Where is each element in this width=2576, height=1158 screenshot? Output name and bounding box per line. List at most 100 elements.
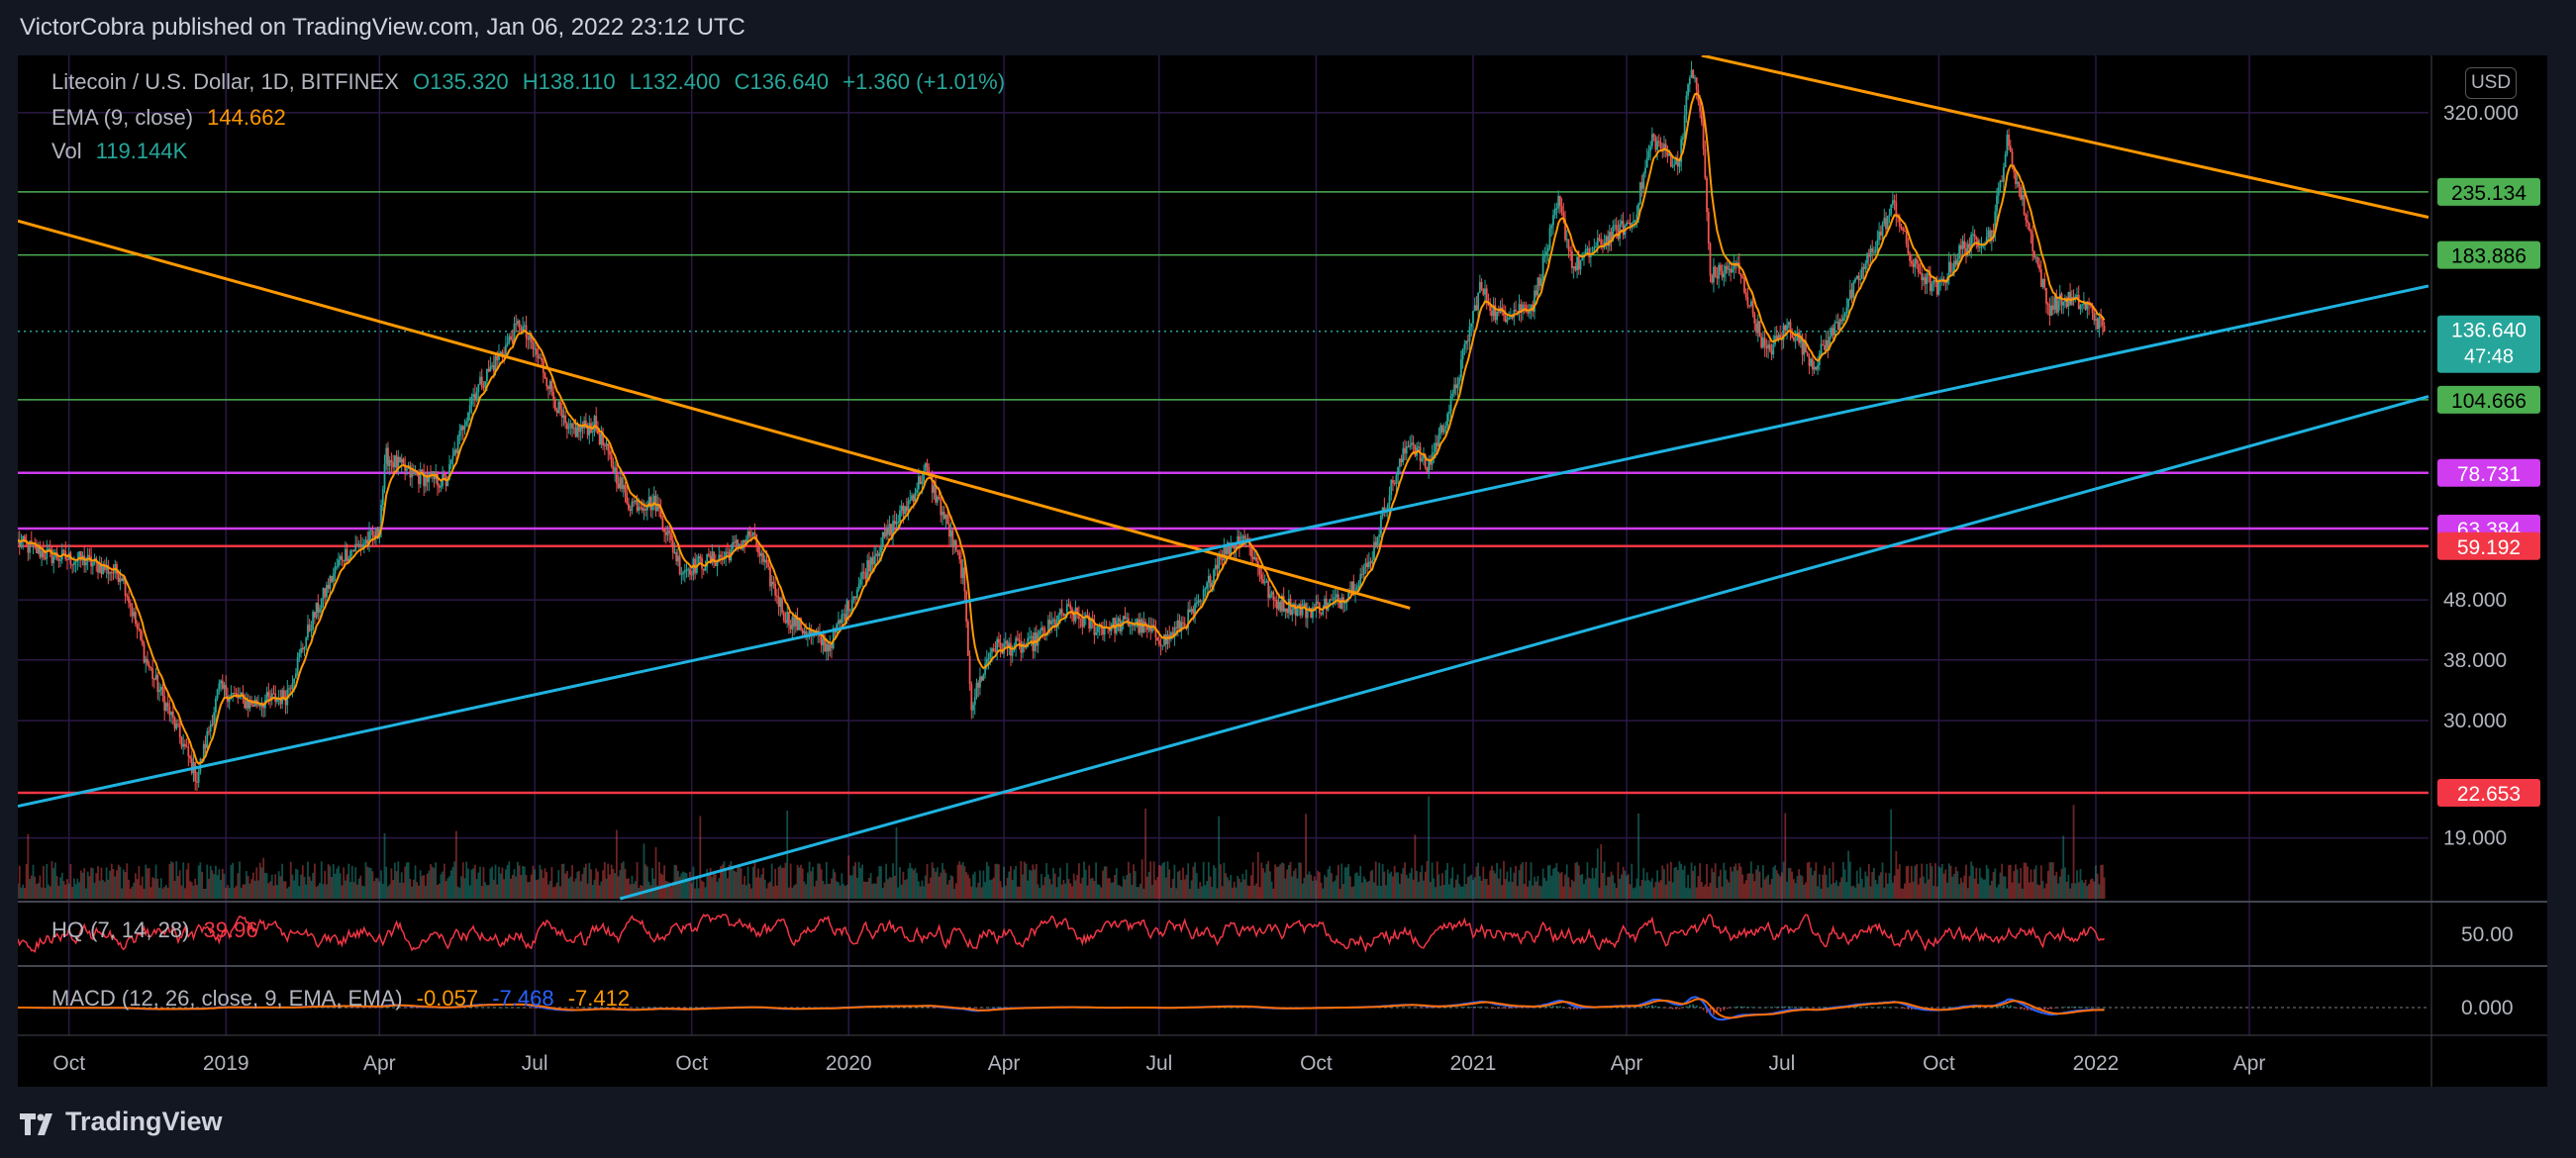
- candle-body: [1765, 346, 1768, 349]
- candle-body: [607, 443, 610, 451]
- macd-histogram-bar: [1695, 1006, 1698, 1008]
- volume-bar: [1263, 872, 1266, 899]
- chart-area[interactable]: Oct 2019 Apr Jul Oct 2020 Apr Jul Oct 2021 Apr Jul O…: [18, 55, 2547, 1087]
- candle-body: [849, 610, 851, 612]
- candle-body: [1485, 288, 1488, 303]
- volume-bar: [1230, 875, 1233, 899]
- volume-bar: [1152, 861, 1155, 899]
- volume-bar: [196, 885, 198, 899]
- candle-body: [133, 612, 136, 617]
- currency-button[interactable]: USD: [2465, 67, 2517, 99]
- level-price-tag: [2437, 177, 2540, 206]
- volume-bar: [1139, 883, 1141, 899]
- candle-body: [690, 574, 693, 576]
- volume-bar: [1975, 867, 1978, 899]
- volume-bar: [194, 878, 197, 899]
- volume-bar: [1308, 871, 1311, 899]
- candle-body: [387, 447, 389, 466]
- candle-body: [57, 558, 60, 561]
- macd-histogram-bar: [890, 1007, 893, 1009]
- candle-body: [2006, 134, 2009, 154]
- volume-bar: [349, 881, 351, 899]
- volume-bar: [508, 861, 511, 899]
- candle-body: [109, 572, 111, 574]
- candle-body: [782, 612, 785, 621]
- last-price-countdown: 47:48: [2464, 346, 2514, 368]
- candle-body: [354, 543, 357, 551]
- candle-body: [1968, 243, 1971, 248]
- candle-body: [1173, 627, 1176, 638]
- volume-bar: [633, 883, 636, 899]
- volume-bar: [1119, 885, 1122, 899]
- volume-bar: [141, 876, 144, 899]
- candle-body: [151, 668, 154, 679]
- macd-histogram-bar: [1405, 1007, 1408, 1009]
- candle-body: [1491, 310, 1493, 317]
- volume-bar: [834, 872, 837, 899]
- volume-bar: [649, 885, 652, 899]
- volume-bar: [409, 878, 412, 899]
- macd-histogram-bar: [1897, 1008, 1899, 1009]
- macd-histogram-bar: [170, 1007, 172, 1009]
- candle-body: [1557, 196, 1560, 209]
- volume-bar: [1293, 870, 1295, 899]
- volume-bar: [1197, 888, 1200, 899]
- volume-bar: [145, 864, 148, 899]
- macd-histogram-bar: [897, 1007, 900, 1009]
- candle-body: [2020, 187, 2023, 200]
- chart-canvas[interactable]: Oct 2019 Apr Jul Oct 2020 Apr Jul Oct 2021 Apr Jul O…: [18, 55, 2547, 1087]
- volume-bar: [173, 880, 176, 899]
- volume-bar: [1970, 861, 1973, 899]
- macd-histogram-bar: [569, 1008, 572, 1009]
- candle-body: [213, 712, 216, 725]
- legend-hq-label: HQ (7, 14, 28): [51, 917, 190, 942]
- x-tick-label: 2019: [203, 1052, 249, 1075]
- candle-body: [831, 643, 833, 649]
- tradingview-logo[interactable]: TradingView: [20, 1107, 223, 1137]
- macd-histogram-bar: [924, 1007, 927, 1009]
- volume-bar: [504, 869, 507, 899]
- macd-histogram-bar: [975, 1008, 978, 1009]
- volume-bar: [1001, 887, 1004, 899]
- candle-body: [1268, 594, 1271, 599]
- candle-body: [1649, 145, 1652, 151]
- volume-bar: [1238, 878, 1240, 899]
- candle-body: [1744, 292, 1747, 298]
- volume-bar: [1897, 868, 1899, 899]
- volume-bar: [506, 865, 509, 899]
- volume-bar: [404, 866, 407, 899]
- volume-bar: [1473, 877, 1476, 899]
- trendline-blue: [18, 284, 2429, 809]
- volume-bar: [208, 878, 210, 899]
- volume-bar: [1824, 865, 1826, 899]
- volume-bar: [1593, 878, 1596, 899]
- candle-body: [1581, 257, 1584, 261]
- candle-body: [1571, 251, 1573, 268]
- volume-bar: [2067, 874, 2070, 899]
- volume-bar: [1124, 879, 1127, 899]
- volume-bar: [905, 879, 908, 899]
- candle-body: [2100, 317, 2103, 319]
- candle-body: [152, 678, 155, 680]
- volume-bar: [1435, 887, 1437, 899]
- volume-bar: [1207, 862, 1210, 899]
- volume-bar: [992, 877, 995, 899]
- macd-histogram-bar: [1426, 1008, 1429, 1009]
- candle-body: [105, 565, 108, 570]
- macd-histogram-bar: [399, 1007, 401, 1009]
- candle-body: [1436, 442, 1438, 447]
- candle-body: [586, 428, 589, 435]
- volume-bar: [751, 866, 754, 899]
- macd-histogram-bar: [985, 1007, 988, 1009]
- candle-body: [2098, 317, 2101, 330]
- volume-bar: [583, 867, 586, 899]
- candle-body: [1763, 338, 1766, 347]
- macd-histogram-bar: [2013, 1007, 2016, 1008]
- volume-bar: [437, 885, 439, 899]
- macd-histogram-bar: [1515, 1008, 1517, 1009]
- volume-bar: [456, 886, 459, 899]
- candle-body: [1275, 600, 1278, 610]
- candle-body: [2001, 180, 2004, 182]
- candle-body: [1453, 384, 1455, 394]
- candle-body: [445, 476, 447, 487]
